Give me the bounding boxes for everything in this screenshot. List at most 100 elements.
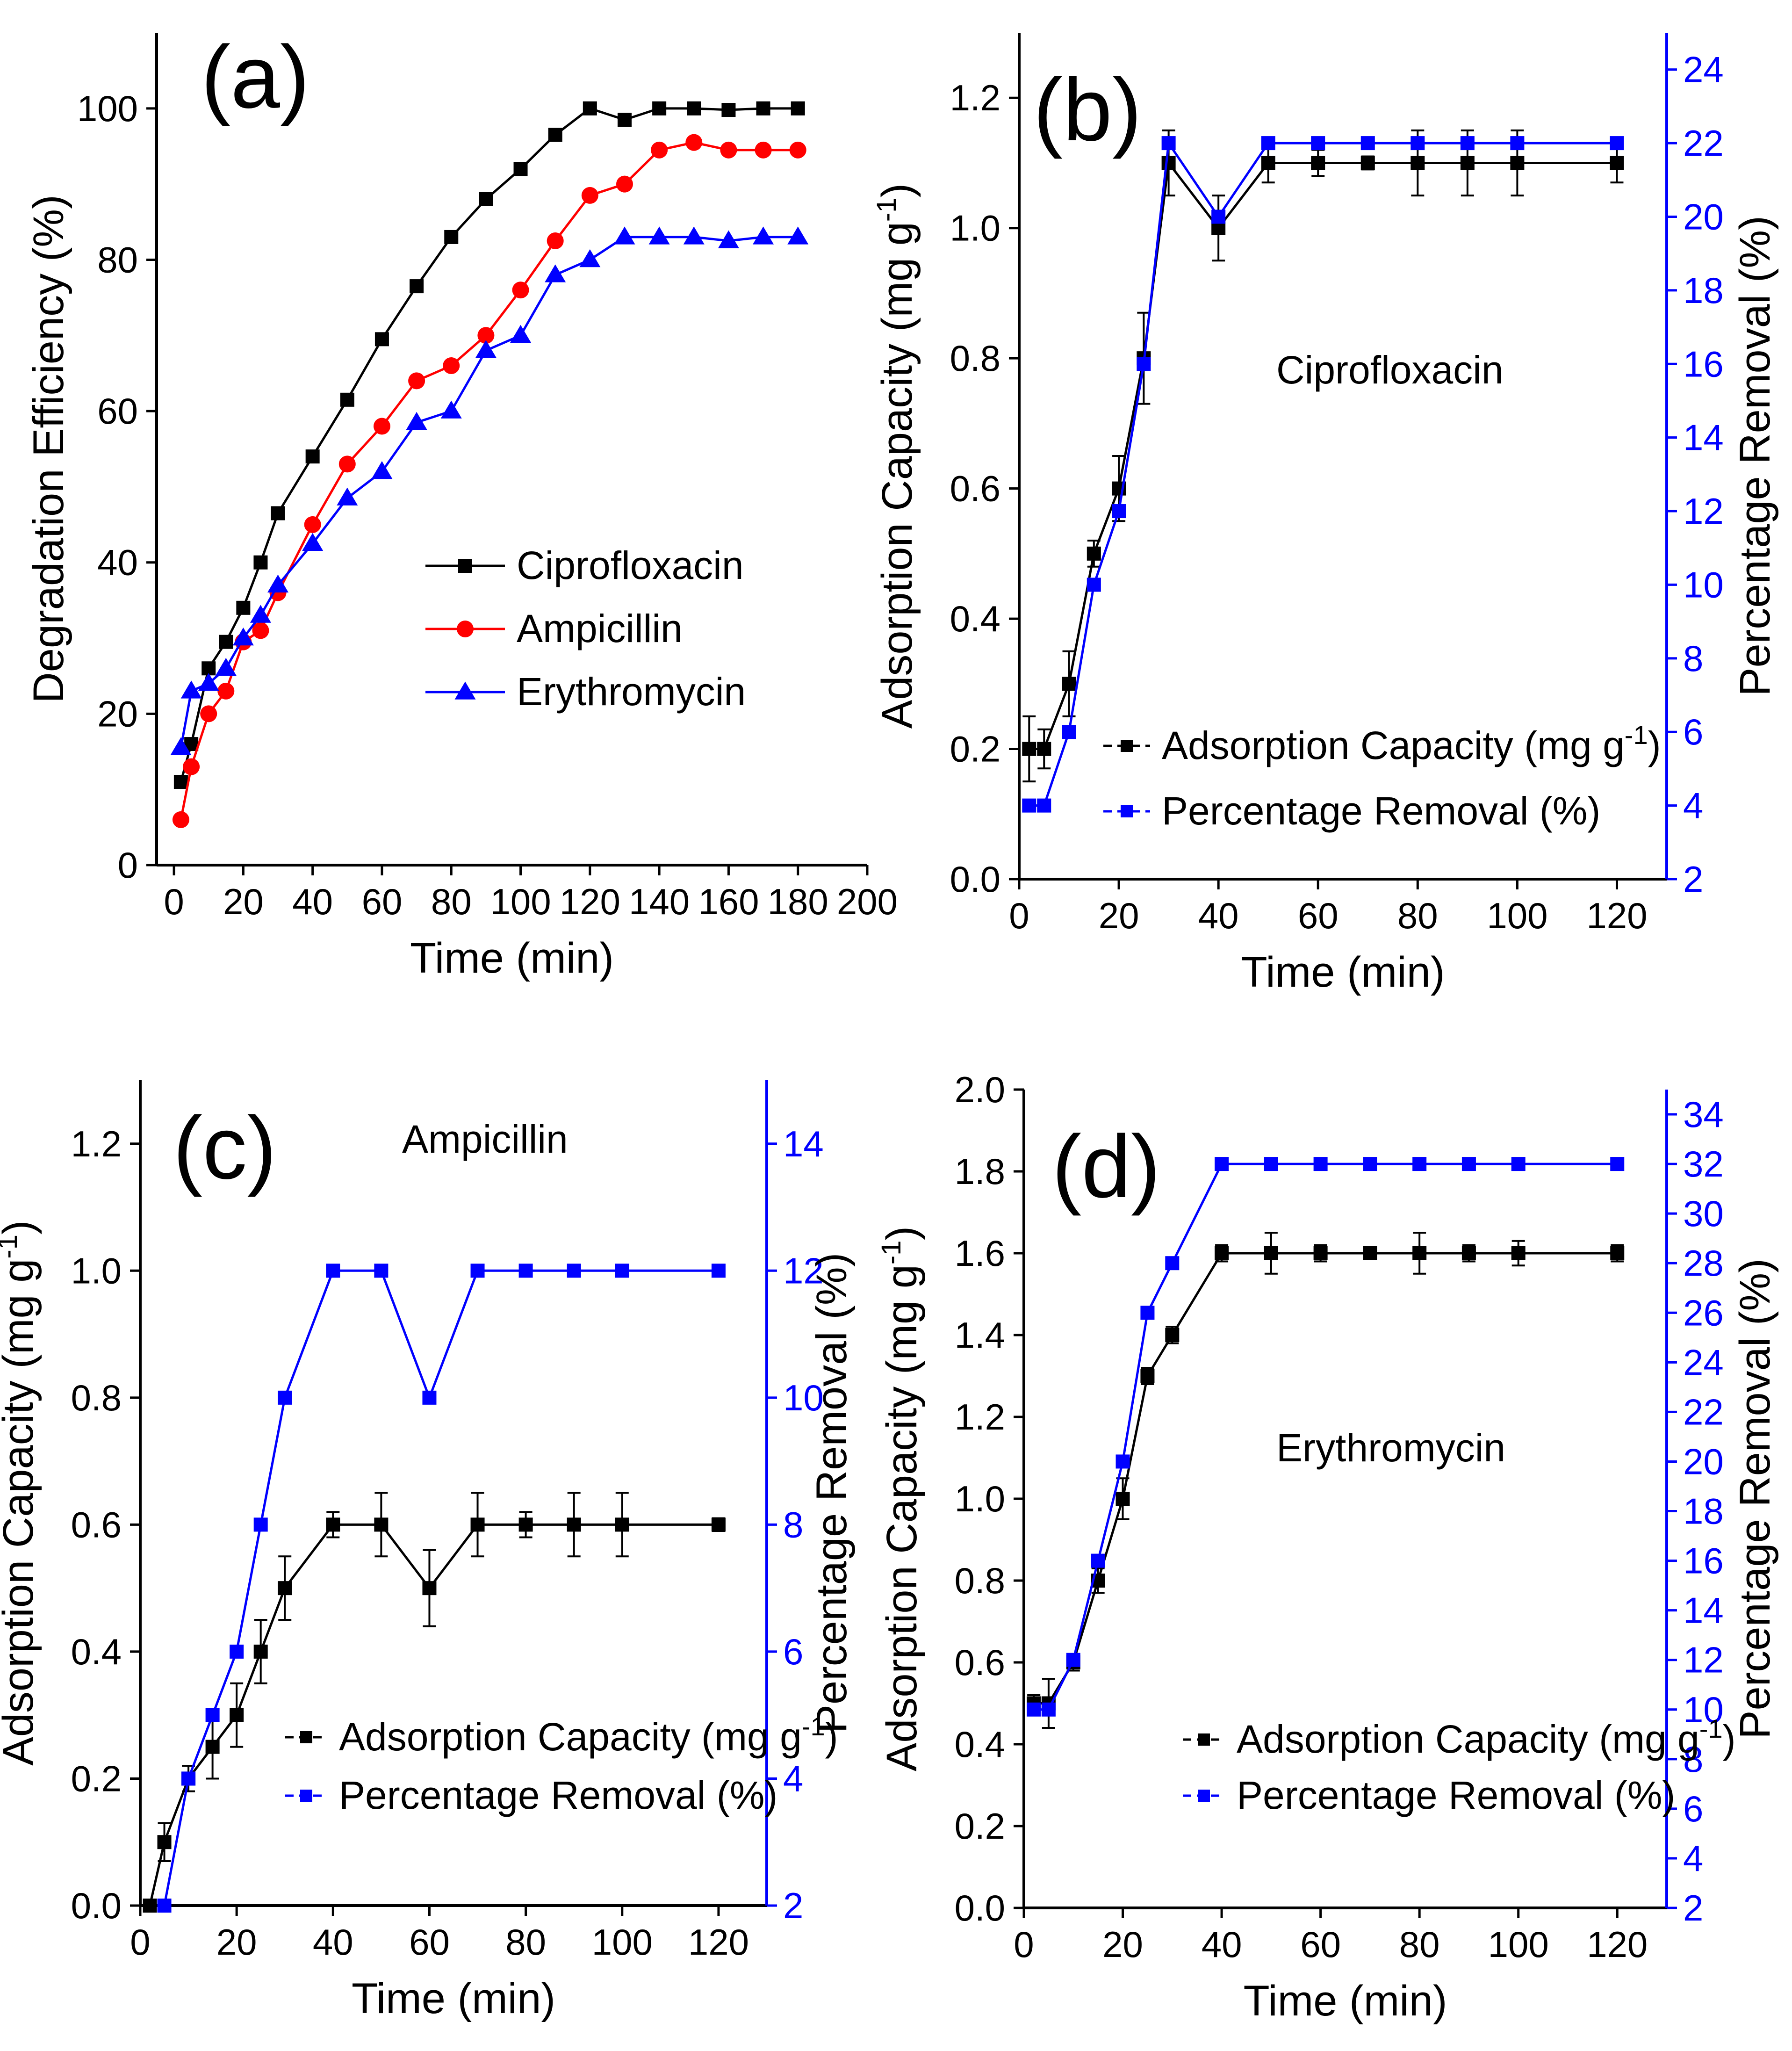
y-tick-label: 0.2 [71,1758,122,1799]
data-point [683,226,705,245]
y-tick-label: 1.2 [955,1396,1005,1437]
data-point [1215,1157,1229,1171]
x-tick-label: 0 [1014,1924,1034,1965]
data-point [1165,1256,1180,1271]
data-point [1411,136,1425,151]
y-tick-label: 0.6 [955,1642,1005,1683]
data-point [1062,725,1076,739]
y2-tick-label: 30 [1683,1193,1724,1234]
y-axis-label: Adsorption Capacity (mg g-1) [871,183,921,729]
y-tick-label: 1.2 [71,1123,122,1164]
panel-b-ciprofloxacin-adsorption: 0 20 40 60 80 100 1200.00.20.40.60.81.01.22468… [871,33,1779,996]
data-point [1211,209,1226,224]
data-point [253,1517,268,1532]
y-tick-label: 1.0 [71,1250,122,1291]
x-tick-label: 200 [837,881,898,922]
data-point [1261,156,1275,170]
y2-tick-label: 18 [1683,270,1724,311]
data-point [1261,136,1275,151]
data-point [173,775,188,789]
panel-label: (d) [1052,1117,1160,1216]
x-tick-label: 140 [629,881,690,922]
data-point [1510,136,1525,151]
data-point [374,1264,389,1278]
y2-tick-label: 26 [1683,1292,1724,1333]
data-point [205,1740,220,1754]
panel-d-erythromycin-adsorption: 0 20 40 60 80 100 120 0.0 0.2 0.4 0.6 0.8 1.0 1.2 1.4 1… [876,1069,1779,2025]
data-point [1311,156,1325,170]
data-point [547,232,564,249]
data-point [1461,1246,1476,1260]
y-tick-label: 1.8 [955,1151,1005,1192]
data-point [180,680,202,699]
y2-tick-label: 6 [1683,1788,1703,1829]
y-tick-label: 0.0 [71,1885,122,1926]
data-point [567,1264,581,1278]
data-point [1161,156,1176,170]
x-tick-label: 80 [431,881,472,922]
data-point [252,622,269,639]
y-tick-label: 0.2 [950,729,1000,770]
data-point [711,1264,726,1278]
data-point [616,175,633,193]
data-point [157,1835,172,1849]
data-point [230,1644,244,1659]
series-line-erythromycin [180,236,798,748]
x-tick-label: 0 [1009,895,1029,936]
y-tick-label: 0.2 [955,1805,1005,1847]
panel-label: (a) [201,28,309,127]
legend-label: Adsorption Capacity (mg g-1) [1162,720,1661,767]
data-point [548,128,562,142]
legend-marker [458,559,472,573]
data-point [687,101,701,116]
x-tick-label: 100 [1488,1924,1549,1965]
y-tick-label: 80 [97,239,138,280]
data-point [253,1644,268,1659]
legend-marker [300,1731,312,1743]
y2-tick-label: 2 [1683,859,1703,900]
y-tick-label: 1.0 [950,208,1000,249]
x-tick-label: 120 [1586,895,1647,936]
panel-label: (b) [1033,60,1142,159]
data-point [651,141,668,159]
y-axis-label: Adsorption Capacity (mg g-1) [876,1226,926,1771]
data-point [711,1517,726,1532]
y-tick-label: 0.4 [950,598,1000,639]
data-point [1360,156,1375,170]
legend-label: Ciprofloxacin [517,543,744,587]
x-tick-label: 100 [490,881,551,922]
data-point [470,1264,485,1278]
data-point [200,705,217,722]
x-tick-label: 40 [1202,1924,1242,1965]
data-point [518,1517,533,1532]
legend-marker [454,681,476,700]
panel-c-ampicillin-adsorption: 0 20 40 60 80 100 120 0.0 0.2 0.4 0.6 0.8 1.0 1.2 2 4 6 8… [0,1080,856,2022]
data-point [614,226,635,245]
data-point [1313,1246,1328,1260]
data-point [513,162,528,176]
data-point [1161,136,1176,151]
y2-tick-label: 4 [1683,1838,1703,1879]
data-point [1313,1157,1328,1171]
data-point [721,103,736,117]
compound-annotation: Ciprofloxacin [1276,348,1504,392]
data-point [374,1517,389,1532]
data-point [1022,742,1036,756]
y2-tick-label: 16 [1683,343,1724,384]
y2-axis-label: Percentage Removal (%) [808,1253,856,1733]
data-point [583,101,597,116]
data-point [304,516,321,533]
data-point [1610,156,1624,170]
legend-label: Erythromycin [517,670,746,714]
data-point [470,1517,485,1532]
y-tick-label: 2.0 [955,1069,1005,1110]
data-point [1412,1157,1427,1171]
legend-label: Adsorption Capacity (mg g-1) [1237,1714,1736,1761]
legend-marker [1121,805,1133,817]
data-point [440,400,462,419]
y2-axis-label: Percentage Removal (%) [1731,216,1779,696]
y-tick-label: 1.6 [955,1233,1005,1274]
y2-tick-label: 22 [1683,123,1724,164]
y-tick-label: 0.8 [955,1560,1005,1601]
